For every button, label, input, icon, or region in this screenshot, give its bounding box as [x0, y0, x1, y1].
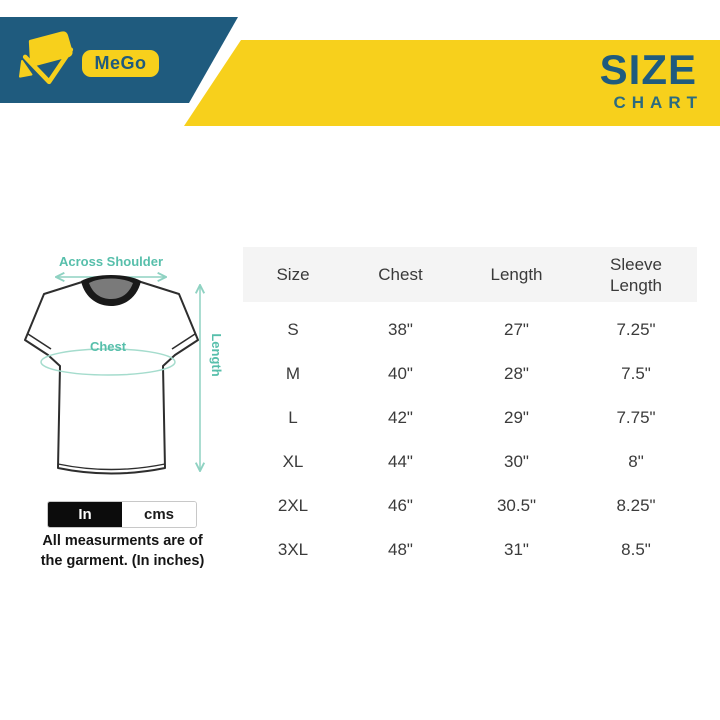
- table-cell: 8.25": [616, 496, 656, 515]
- table-cell: 30.5": [496, 496, 537, 515]
- table-cell: 46": [388, 496, 413, 515]
- table-cell: 29": [504, 408, 529, 427]
- table-cell: 28": [504, 364, 529, 383]
- collar-inner: [89, 278, 133, 299]
- brand-logo-icon: [19, 31, 74, 85]
- table-cell: 2XL: [277, 496, 309, 515]
- table-cell: 40": [388, 364, 413, 383]
- page-title: SIZE: [599, 46, 697, 93]
- table-cell: 48": [388, 540, 413, 559]
- table-row: 3XL 48" 31" 8.5": [243, 528, 697, 572]
- chest-label: Chest: [90, 339, 127, 354]
- table-cell: 31": [504, 540, 529, 559]
- table-cell: 42": [388, 408, 413, 427]
- table-cell: S: [287, 320, 299, 339]
- across-shoulder-label: Across Shoulder: [59, 254, 163, 269]
- page-subtitle: CHART: [613, 92, 703, 112]
- table-row: L 42" 29" 7.75": [243, 396, 697, 440]
- chest-ellipse: [40, 348, 176, 376]
- table-cell: 8.5": [621, 540, 651, 559]
- unit-toggle: In cms: [47, 501, 197, 528]
- length-label: Length: [209, 333, 224, 376]
- table-cell: 7.25": [616, 320, 656, 339]
- measurement-note: All measurments are of the garment. (In …: [15, 531, 230, 571]
- table-cell: 7.5": [621, 364, 651, 383]
- brand-badge: MeGo: [82, 50, 159, 77]
- title-block: SIZE CHART: [599, 46, 697, 113]
- brand-name: MeGo: [94, 53, 147, 73]
- note-line-1: All measurments are of: [42, 533, 203, 549]
- table-cell: L: [288, 408, 298, 427]
- table-row: S 38" 27" 7.25": [243, 308, 697, 352]
- table-row: M 40" 28" 7.5": [243, 352, 697, 396]
- table-cell: 27": [504, 320, 529, 339]
- right-cuff-seam: [171, 333, 196, 350]
- table-row: 2XL 46" 30.5" 8.25": [243, 484, 697, 528]
- table-cell: 8": [628, 452, 644, 471]
- header-cell-sleeve-length: Sleeve Length: [610, 254, 662, 295]
- size-chart-table: Size Chest Length Sleeve Length S 38" 27…: [243, 247, 697, 572]
- header-yellow-band: [184, 40, 720, 126]
- table-body: S 38" 27" 7.25" M 40" 28" 7.5" L 42" 29"…: [243, 308, 697, 572]
- header-cell-chest: Chest: [378, 265, 423, 284]
- table-cell: 38": [388, 320, 413, 339]
- tshirt-outline: [24, 277, 199, 475]
- tshirt-diagram: Across Shoulder Chest Length: [24, 254, 224, 475]
- table-cell: 30": [504, 452, 529, 471]
- table-cell: 7.75": [616, 408, 656, 427]
- unit-option-cms[interactable]: cms: [122, 502, 196, 527]
- table-cell: M: [285, 364, 301, 383]
- table-header-row: Size Chest Length Sleeve Length: [243, 247, 697, 302]
- header-cell-length: Length: [490, 265, 543, 284]
- header-cell-size: Size: [276, 265, 310, 284]
- unit-option-in[interactable]: In: [48, 502, 122, 527]
- left-cuff-seam: [27, 333, 52, 350]
- table-cell: XL: [282, 452, 304, 471]
- note-line-2: the garment. (In inches): [40, 553, 205, 569]
- table-cell: 44": [388, 452, 413, 471]
- table-cell: 3XL: [277, 540, 309, 559]
- hem-seam: [57, 463, 166, 471]
- table-row: XL 44" 30" 8": [243, 440, 697, 484]
